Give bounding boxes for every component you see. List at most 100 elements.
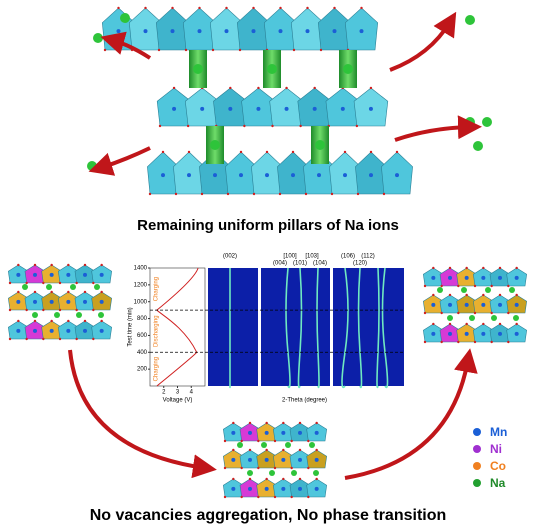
oxygen	[440, 340, 443, 344]
oxygen	[186, 124, 190, 128]
x-tick-label: 4	[190, 390, 194, 396]
atom	[200, 106, 205, 111]
oxygen	[298, 477, 302, 481]
oxygen	[83, 319, 87, 323]
na-ion	[309, 442, 315, 448]
oxygen	[240, 439, 243, 443]
atom	[448, 331, 452, 336]
na-ion	[291, 470, 297, 476]
oxygen	[265, 421, 268, 425]
oxygen	[100, 290, 103, 294]
oxygen	[360, 6, 363, 10]
atom	[16, 272, 21, 277]
na-ion	[87, 161, 97, 171]
oxygen	[282, 448, 285, 452]
oxygen	[515, 322, 518, 326]
oxygen	[187, 150, 191, 154]
oxygen	[290, 439, 293, 443]
na-ion	[267, 64, 277, 74]
polyhedron	[344, 7, 379, 51]
oxygen	[457, 340, 460, 344]
oxygen	[448, 293, 452, 297]
oxygen	[17, 319, 20, 323]
oxygen	[515, 293, 518, 297]
na-ion	[285, 442, 291, 448]
oxygen	[299, 124, 302, 128]
oxygen	[223, 495, 227, 499]
oxygen	[8, 337, 12, 341]
phase-label: Discharging	[154, 315, 160, 347]
atom	[514, 275, 519, 280]
peak-label: [103]	[305, 254, 319, 260]
oxygen	[369, 86, 373, 90]
oxygen	[319, 48, 323, 52]
atom	[248, 486, 252, 491]
atom	[317, 173, 321, 178]
legend-dot	[473, 462, 481, 470]
diffraction-line	[376, 267, 380, 389]
oxygen	[42, 337, 45, 341]
atom	[231, 486, 236, 491]
atom	[498, 275, 502, 280]
oxygen	[490, 340, 493, 344]
oxygen	[448, 266, 452, 270]
arrow	[344, 348, 478, 480]
oxygen	[515, 266, 518, 270]
atom	[228, 106, 233, 111]
oxygen	[148, 192, 152, 196]
bottom-caption: No vacancies aggregation, No phase trans…	[90, 507, 447, 524]
legend-dot	[473, 428, 481, 436]
oxygen	[465, 293, 468, 297]
oxygen	[75, 308, 78, 312]
oxygen	[285, 86, 288, 90]
oxygen	[58, 337, 62, 341]
oxygen	[257, 466, 260, 470]
oxygen	[307, 495, 310, 499]
voltage-curve	[156, 267, 199, 387]
oxygen	[482, 266, 485, 270]
y-tick-label: 800	[137, 316, 148, 322]
oxygen	[482, 293, 485, 297]
oxygen	[8, 281, 12, 285]
peak-label: (004)	[273, 261, 287, 267]
oxygen	[238, 48, 242, 52]
peak-label: (106)	[341, 254, 355, 260]
atom	[170, 29, 175, 34]
oxygen	[473, 340, 477, 344]
oxygen	[67, 290, 70, 294]
oxygen	[8, 308, 12, 312]
atom	[481, 275, 486, 280]
oxygen	[33, 319, 37, 323]
na-ion	[491, 315, 497, 321]
atom	[298, 457, 302, 462]
na-ion	[473, 141, 483, 151]
na-ion	[343, 64, 353, 74]
na-ion	[485, 287, 491, 293]
oxygen	[248, 421, 252, 425]
diffraction-line	[357, 267, 363, 389]
peak-label: (101)	[293, 261, 307, 267]
na-ion	[509, 287, 515, 293]
phase-label: Charging	[154, 357, 160, 381]
oxygen	[465, 322, 468, 326]
atom	[481, 331, 486, 336]
oxygen	[184, 48, 188, 52]
na-ion	[54, 312, 60, 318]
atom	[83, 328, 87, 333]
oxygen	[83, 290, 87, 294]
x-tick-label: 2	[162, 390, 166, 396]
legend-dot	[473, 479, 481, 487]
oxygen	[265, 477, 268, 481]
atom	[256, 106, 261, 111]
legend-label: Ni	[490, 442, 502, 456]
atom	[264, 457, 269, 462]
na-ion	[461, 287, 467, 293]
atom	[49, 328, 54, 333]
oxygen	[158, 124, 162, 128]
oxygen	[507, 311, 510, 315]
polyhedron	[381, 151, 413, 195]
na-ion	[247, 470, 253, 476]
na-ion	[313, 470, 319, 476]
oxygen	[226, 192, 230, 196]
oxygen	[33, 290, 37, 294]
